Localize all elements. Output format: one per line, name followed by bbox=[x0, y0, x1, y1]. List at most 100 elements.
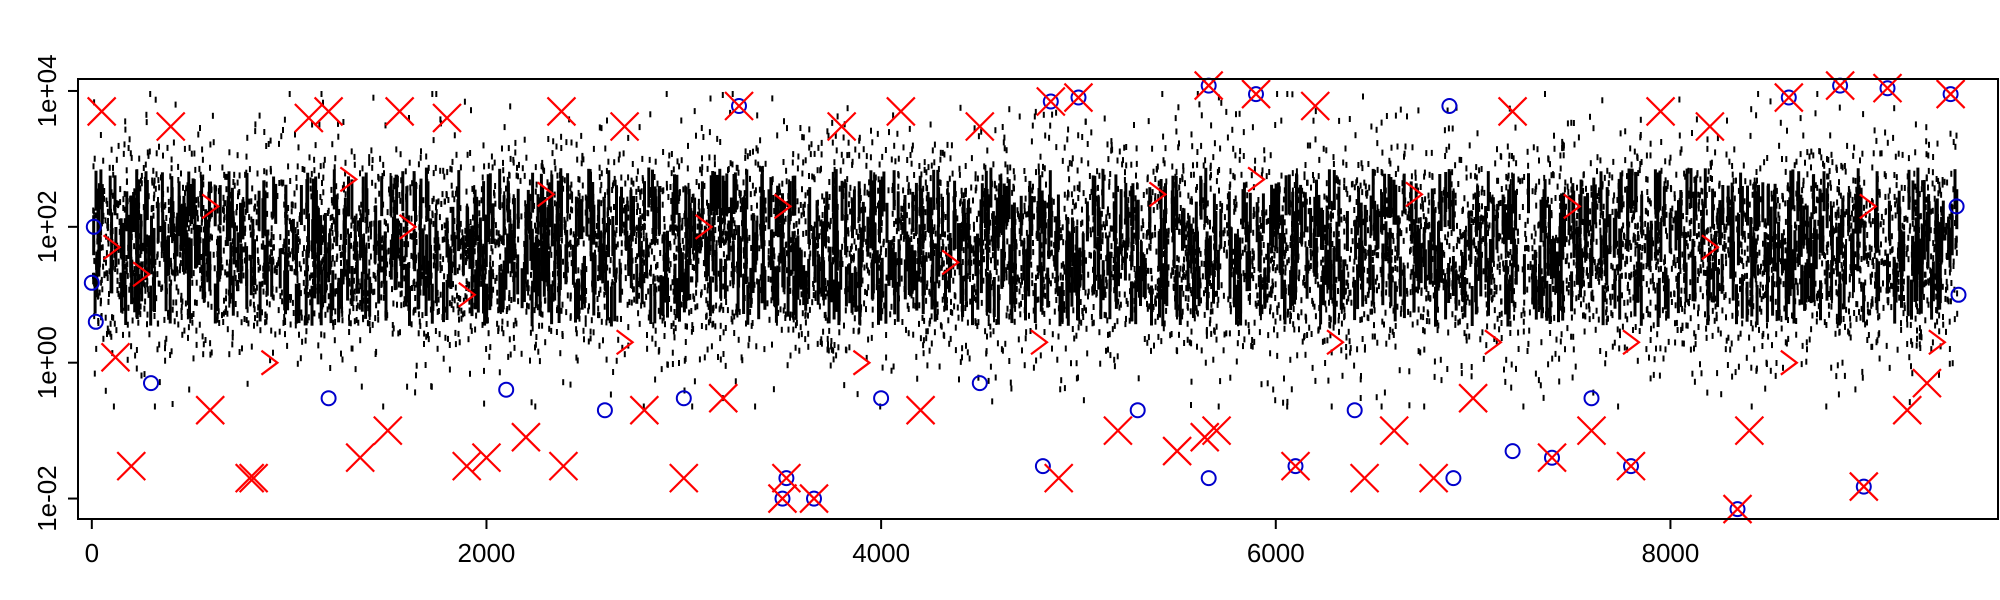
data-point-dot bbox=[341, 251, 343, 258]
data-point-dot bbox=[1003, 145, 1006, 152]
data-point-dot bbox=[1428, 171, 1431, 178]
data-point-dot bbox=[1483, 189, 1486, 196]
data-point-dot bbox=[231, 341, 234, 348]
data-point-dot bbox=[139, 263, 142, 270]
data-point-dot bbox=[1843, 163, 1846, 169]
data-point-dot bbox=[1669, 208, 1672, 215]
data-point-dot bbox=[642, 249, 644, 256]
data-point-dot bbox=[1285, 245, 1288, 251]
data-point-dot bbox=[826, 280, 829, 287]
data-point-dot bbox=[1269, 304, 1272, 311]
data-point-dot bbox=[936, 308, 939, 315]
data-point-dot bbox=[1866, 257, 1869, 264]
data-point-dot bbox=[1403, 150, 1406, 157]
data-point-dot bbox=[1043, 283, 1046, 290]
data-point-dot bbox=[1152, 207, 1155, 214]
data-point-dot bbox=[117, 258, 120, 265]
data-point-dot bbox=[196, 209, 199, 216]
data-point-dot bbox=[1380, 403, 1383, 410]
data-point-dot bbox=[310, 170, 313, 177]
data-point-dot bbox=[94, 212, 97, 219]
data-point-dot bbox=[1104, 224, 1106, 231]
data-point-dot bbox=[784, 311, 787, 318]
data-point-dot bbox=[180, 170, 182, 177]
data-point-dot bbox=[1376, 166, 1379, 173]
data-point-dot bbox=[371, 164, 374, 171]
data-point-dot bbox=[359, 170, 361, 177]
data-point-dot bbox=[1203, 290, 1205, 297]
data-point-dot bbox=[1937, 177, 1940, 184]
data-point-dot bbox=[802, 134, 805, 141]
data-point-dot bbox=[179, 243, 182, 250]
data-point-dot bbox=[1810, 185, 1813, 192]
data-point-dot bbox=[662, 149, 665, 155]
data-point-dot bbox=[224, 308, 227, 315]
data-point-dot bbox=[661, 201, 664, 208]
data-point-dot bbox=[413, 307, 415, 314]
data-point-dot bbox=[1796, 257, 1799, 264]
data-point-dot bbox=[1102, 221, 1105, 228]
data-point-dot bbox=[1592, 389, 1595, 396]
data-point-dot bbox=[1442, 269, 1445, 276]
data-point-dot bbox=[1925, 151, 1928, 158]
data-point-dot bbox=[892, 112, 895, 119]
data-point-dot bbox=[1598, 187, 1601, 194]
data-point-dot bbox=[502, 176, 505, 183]
data-point-dot bbox=[1456, 222, 1458, 229]
data-point-dot bbox=[294, 131, 296, 138]
data-point-dot bbox=[1070, 191, 1073, 198]
data-point-dot bbox=[331, 243, 334, 250]
data-point-dot bbox=[467, 253, 470, 260]
data-point-dot bbox=[278, 180, 281, 186]
data-point-dot bbox=[1209, 316, 1212, 323]
data-point-dot bbox=[1683, 276, 1686, 283]
data-point-dot bbox=[1779, 119, 1782, 126]
data-point-dot bbox=[500, 237, 503, 244]
data-point-dot bbox=[356, 250, 359, 257]
data-point-dot bbox=[901, 215, 904, 221]
data-point-dot bbox=[1759, 165, 1762, 172]
data-point-dot bbox=[1872, 263, 1875, 269]
data-point-dot bbox=[549, 246, 552, 253]
data-point-dot bbox=[973, 283, 976, 290]
data-point-dot bbox=[1914, 183, 1917, 190]
data-point-dot bbox=[1952, 139, 1955, 145]
data-point-dot bbox=[525, 154, 528, 161]
data-point-dot bbox=[1246, 192, 1249, 199]
data-point-dot bbox=[1711, 255, 1714, 262]
data-point-dot bbox=[352, 253, 355, 260]
data-point-dot bbox=[1573, 308, 1576, 315]
data-point-dot bbox=[330, 260, 333, 267]
data-point-dot bbox=[1796, 289, 1799, 296]
data-point-dot bbox=[453, 196, 456, 203]
data-point-dot bbox=[1845, 306, 1848, 313]
data-point-dot bbox=[459, 164, 462, 171]
data-point-dot bbox=[866, 290, 868, 297]
data-point-dot bbox=[541, 311, 544, 318]
data-point-dot bbox=[1076, 167, 1079, 174]
data-point-dot bbox=[1598, 271, 1601, 278]
data-point-dot bbox=[1174, 115, 1177, 122]
data-point-dot bbox=[1869, 221, 1872, 228]
data-point-dot bbox=[1072, 307, 1075, 314]
data-point-dot bbox=[1379, 266, 1382, 273]
data-point-dot bbox=[369, 253, 372, 260]
data-point-dot bbox=[1387, 257, 1390, 264]
data-point-dot bbox=[355, 317, 358, 323]
data-point-dot bbox=[256, 200, 259, 207]
data-point-dot bbox=[1829, 132, 1832, 139]
data-point-dot bbox=[1296, 352, 1299, 359]
data-point-dot bbox=[153, 403, 156, 410]
data-point-dot bbox=[1287, 257, 1290, 264]
data-point-dot bbox=[989, 323, 992, 330]
data-point-dot bbox=[188, 144, 191, 151]
data-point-dot bbox=[1349, 345, 1352, 352]
data-point-dot bbox=[750, 245, 753, 251]
data-point-dot bbox=[380, 294, 383, 301]
data-point-dot bbox=[1302, 279, 1305, 286]
data-point-dot bbox=[1248, 298, 1251, 305]
data-point-dot bbox=[1309, 248, 1312, 255]
data-point-dot bbox=[1140, 205, 1143, 212]
data-point-dot bbox=[611, 279, 614, 286]
data-point-dot bbox=[1816, 311, 1818, 318]
